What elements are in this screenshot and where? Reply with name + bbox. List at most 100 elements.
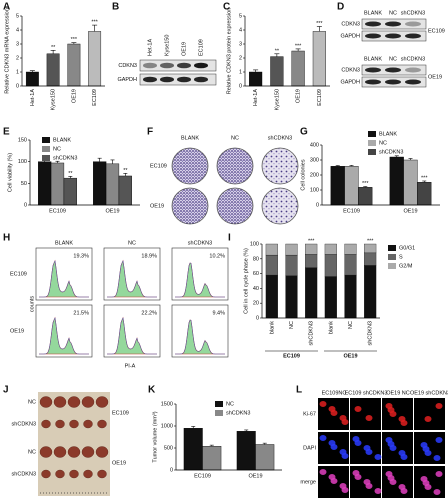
tumor: [83, 469, 93, 479]
significance: **: [275, 48, 280, 54]
panel-letter: G: [300, 127, 308, 138]
band: [160, 62, 174, 69]
bar: [417, 181, 432, 206]
band: [405, 21, 421, 27]
significance: **: [123, 168, 128, 174]
x-tick-label: Kyse150: [51, 89, 57, 110]
bar-segment: [305, 267, 318, 319]
x-tick-label: shCDKN3: [309, 321, 315, 345]
bar: [25, 71, 39, 87]
lane-label: Het-1A: [147, 39, 153, 56]
y-tick-label: 0: [16, 83, 19, 89]
legend-swatch: [368, 140, 376, 146]
micrograph: [414, 432, 445, 464]
nucleus: [354, 406, 362, 412]
bar-segment: [364, 243, 377, 254]
tumor: [53, 446, 67, 458]
nucleus: [398, 416, 406, 422]
tumor: [55, 419, 65, 429]
percentage: 18.9%: [141, 253, 157, 259]
histogram-fit: [39, 260, 89, 298]
bar: [50, 162, 65, 206]
legend-swatch: [215, 401, 223, 407]
legend-swatch: [42, 137, 50, 143]
panel-letter: K: [148, 385, 156, 396]
y-tick-label: 20: [253, 301, 259, 307]
nucleus: [328, 474, 336, 480]
legend-swatch: [42, 146, 50, 152]
colony-plate: [171, 147, 209, 185]
tumor: [97, 469, 107, 479]
y-tick-label: 1000: [161, 423, 173, 429]
row-label: CDKN3: [341, 67, 360, 73]
y-tick-label: 3: [239, 41, 242, 47]
nucleus: [363, 445, 371, 451]
micrograph: [414, 466, 445, 498]
row-label: merge: [300, 479, 316, 485]
group-label: EC109: [283, 353, 300, 359]
tumor-photo: [38, 392, 110, 496]
bar: [291, 50, 305, 87]
lane-label: NC: [389, 56, 397, 62]
y-tick-label: 4: [16, 27, 19, 33]
lane-label: shCDKN3: [401, 56, 425, 62]
column-label: NC: [231, 135, 239, 141]
y-tick-label: 0: [170, 467, 173, 473]
significance: ***: [362, 181, 369, 187]
y-tick-label: 5: [16, 13, 19, 19]
cell-line-label: EC109: [112, 410, 129, 416]
lane-label: NC: [389, 10, 397, 16]
row-label: NC: [28, 399, 36, 405]
y-tick-label: 60: [253, 271, 259, 277]
y-tick-label: 0: [24, 202, 27, 208]
cell-line-label: EC109: [428, 28, 445, 34]
y-tick-label: 1500: [161, 401, 173, 407]
y-axis-label: Cell colonies: [300, 159, 306, 190]
legend-label: S: [399, 254, 403, 260]
bar: [403, 159, 418, 206]
nucleus: [385, 437, 393, 443]
histogram-fit: [107, 317, 157, 355]
percentage: 21.5%: [73, 310, 89, 316]
legend-swatch: [368, 149, 376, 155]
bar: [312, 31, 326, 87]
band: [385, 67, 401, 73]
percentage: 9.4%: [212, 310, 225, 316]
y-tick-label: 500: [164, 445, 173, 451]
nucleus: [339, 483, 347, 489]
legend-swatch: [215, 410, 223, 416]
y-tick-label: 0: [256, 315, 259, 321]
y-tick-label: 40: [253, 286, 259, 292]
lane-label: OE19: [181, 42, 187, 56]
nucleus: [374, 454, 382, 460]
bar: [118, 175, 132, 206]
bar-segment: [265, 243, 278, 256]
bar: [67, 43, 81, 87]
nucleus: [339, 415, 347, 421]
legend-label: shCDKN3: [226, 410, 250, 416]
nucleus: [420, 442, 428, 448]
row-label: OE19: [150, 203, 164, 209]
histogram-frame: [171, 304, 229, 358]
y-axis-label: Relative CDKN3 mRNA expression: [4, 8, 10, 94]
bar: [249, 71, 263, 87]
band: [160, 76, 174, 83]
y-tick-label: 1: [16, 69, 19, 75]
bar-segment: [285, 254, 298, 276]
histogram-fit: [175, 319, 225, 355]
panel-letter: I: [228, 233, 231, 244]
legend-label: NC: [53, 146, 61, 152]
x-tick-label: blank: [269, 321, 275, 334]
nucleus: [433, 489, 441, 495]
legend-swatch: [388, 245, 396, 251]
colony-plate: [216, 147, 254, 185]
lane-label: Kyse150: [164, 35, 170, 56]
row-label: CDKN3: [118, 63, 137, 69]
nucleus: [385, 403, 393, 409]
bar: [344, 166, 359, 206]
y-tick-label: 100: [18, 159, 27, 165]
significance: ***: [316, 21, 323, 27]
percentage: 19.3%: [73, 253, 89, 259]
lane-label: EC109: [198, 39, 204, 56]
column-label: shCDKN3: [188, 240, 212, 246]
